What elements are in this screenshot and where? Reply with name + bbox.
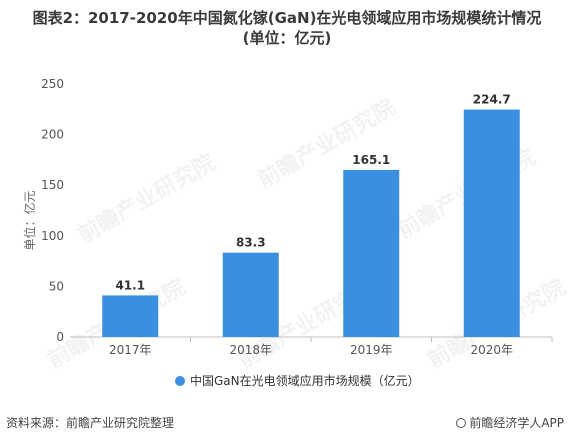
legend-marker <box>175 376 185 386</box>
watermark-text: 前瞻产业研究院 <box>73 149 219 249</box>
bar-value-label: 83.3 <box>236 236 266 250</box>
y-tick-label: 0 <box>56 330 64 344</box>
chart-title-line1: 图表2：2017-2020年中国氮化镓(GaN)在光电领域应用市场规模统计情况 <box>32 9 542 27</box>
bar <box>343 169 400 337</box>
brand-credit: 前瞻经济学人APP <box>456 414 564 431</box>
bar <box>102 295 159 337</box>
bar-value-label: 224.7 <box>473 93 511 107</box>
x-tick-label: 2019年 <box>350 343 393 357</box>
bar-value-label: 41.1 <box>115 278 145 292</box>
brand-name: 前瞻经济学人APP <box>469 416 564 430</box>
chart-title-line2: (单位：亿元) <box>242 29 332 47</box>
y-tick-label: 250 <box>41 77 64 91</box>
bars: 41.1 83.3 165.1 224.7 <box>102 93 520 337</box>
source-note: 资料来源：前瞻产业研究院整理 <box>6 416 175 430</box>
y-tick-label: 200 <box>41 128 64 142</box>
bar-value-label: 165.1 <box>352 153 390 167</box>
legend-label: 中国GaN在光电领域应用市场规模（亿元） <box>190 373 420 388</box>
chart-title: 图表2：2017-2020年中国氮化镓(GaN)在光电领域应用市场规模统计情况 … <box>0 8 574 48</box>
x-tick-label: 2017年 <box>109 343 152 357</box>
legend: 中国GaN在光电领域应用市场规模（亿元） <box>175 373 420 388</box>
y-axis-label: 单位：亿元 <box>22 190 37 250</box>
y-tick-label: 150 <box>41 178 64 192</box>
y-tick-label: 100 <box>41 229 64 243</box>
x-tick-label: 2020年 <box>470 343 513 357</box>
bar <box>463 109 520 337</box>
x-tick-label: 2018年 <box>229 343 272 357</box>
bar <box>222 252 279 337</box>
brand-logo-icon <box>456 418 467 428</box>
y-tick-label: 50 <box>49 279 64 293</box>
